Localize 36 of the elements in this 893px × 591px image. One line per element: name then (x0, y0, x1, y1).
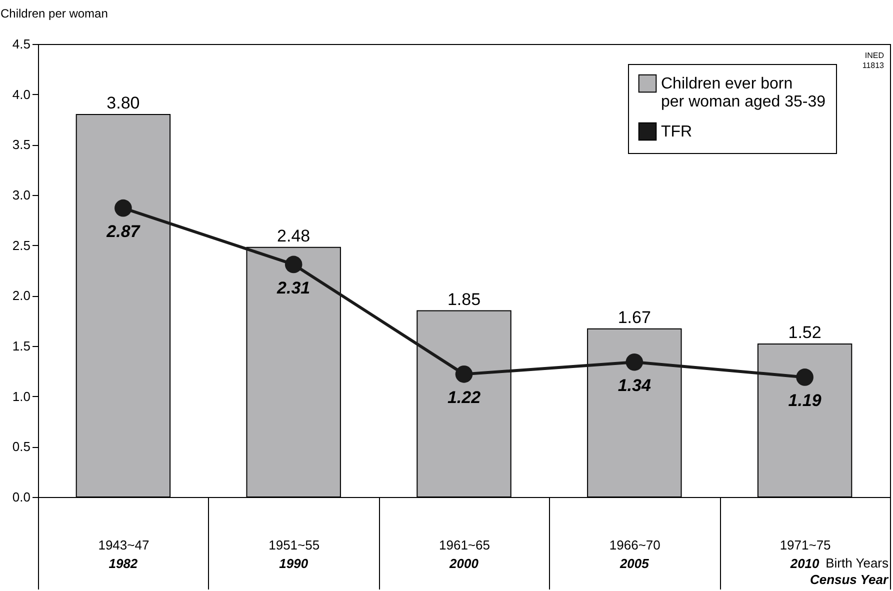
text: 1982 (108, 556, 138, 571)
y-tick-label: 4.0 (12, 86, 30, 102)
text: 2005 (618, 556, 650, 571)
legend-label: Children ever born per woman aged 35-39 (661, 76, 826, 110)
data-label: 2.48 (277, 226, 310, 246)
x-tick-label: 1943~47 (98, 538, 150, 552)
text: 2000 (448, 556, 480, 571)
data-label: 1.52 (788, 322, 822, 342)
text: 2010 (789, 556, 820, 571)
data-label: 1.19 (788, 391, 822, 410)
y-tick-label: 0.0 (12, 490, 30, 504)
x-tick-label: 1961~65 (439, 538, 490, 552)
y-axis-title: Children per woman (0, 6, 108, 20)
y-tick-label: 2.5 (12, 238, 30, 253)
x-tick-label: 1966~70 (609, 538, 660, 552)
data-label: 2.87 (106, 222, 142, 242)
data-label: 1.67 (618, 308, 651, 327)
y-tick-label: 3.5 (12, 137, 30, 152)
legend-label: TFR (661, 124, 692, 140)
x-axis-title: Birth Years (826, 556, 889, 570)
y-tick-label: 3.0 (12, 188, 30, 202)
data-label: 2.31 (276, 278, 310, 298)
y-tick-label: 1.5 (12, 338, 30, 354)
data-label: 1.85 (447, 290, 481, 309)
data-label: 1.34 (618, 376, 652, 396)
x-tick-label: 1951~55 (268, 538, 320, 552)
y-tick-label: 1.0 (12, 388, 30, 404)
data-label: 1.22 (447, 388, 482, 408)
data-label: 3.80 (106, 93, 140, 112)
y-tick-label: 4.5 (12, 36, 30, 52)
x-tick-label: 1971~75 (780, 538, 831, 552)
text: Census Year (810, 572, 889, 587)
text: 1990 (279, 556, 309, 571)
y-tick-label: 0.5 (12, 439, 30, 454)
y-tick-label: 2.0 (12, 288, 30, 304)
annotation: INED 11813 (862, 51, 885, 70)
